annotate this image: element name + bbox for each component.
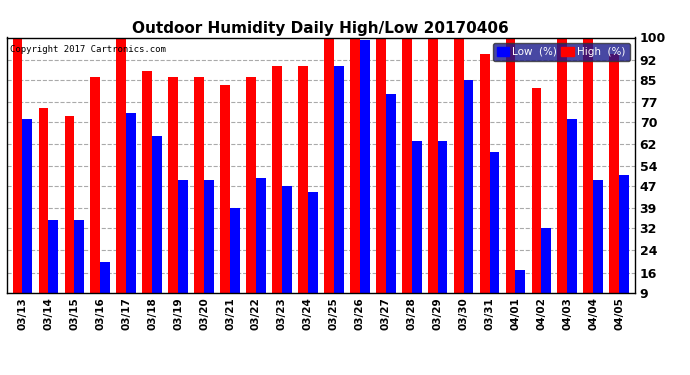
Bar: [230, 209, 240, 318]
Bar: [12, 38, 23, 318]
Bar: [194, 77, 204, 318]
Title: Outdoor Humidity Daily High/Low 20170406: Outdoor Humidity Daily High/Low 20170406: [132, 21, 509, 36]
Bar: [593, 180, 603, 318]
Bar: [100, 262, 110, 318]
Bar: [506, 38, 515, 318]
Bar: [402, 38, 412, 318]
Bar: [376, 38, 386, 318]
Bar: [220, 85, 230, 318]
Bar: [609, 54, 619, 318]
Bar: [454, 38, 464, 318]
Bar: [308, 192, 317, 318]
Bar: [412, 141, 422, 318]
Bar: [75, 220, 84, 318]
Bar: [126, 113, 136, 318]
Bar: [428, 38, 437, 318]
Bar: [117, 38, 126, 318]
Bar: [489, 152, 500, 318]
Bar: [48, 220, 58, 318]
Bar: [282, 186, 292, 318]
Bar: [386, 93, 395, 318]
Bar: [531, 88, 542, 318]
Text: Copyright 2017 Cartronics.com: Copyright 2017 Cartronics.com: [10, 45, 166, 54]
Bar: [298, 66, 308, 318]
Bar: [480, 54, 489, 318]
Bar: [178, 180, 188, 318]
Bar: [584, 38, 593, 318]
Bar: [542, 228, 551, 318]
Bar: [39, 108, 48, 318]
Bar: [272, 66, 282, 318]
Bar: [619, 175, 629, 318]
Bar: [90, 77, 100, 318]
Bar: [204, 180, 214, 318]
Bar: [168, 77, 178, 318]
Bar: [64, 116, 75, 318]
Bar: [256, 178, 266, 318]
Bar: [567, 119, 578, 318]
Bar: [23, 119, 32, 318]
Bar: [142, 71, 152, 318]
Bar: [558, 38, 567, 318]
Bar: [246, 77, 256, 318]
Bar: [515, 270, 525, 318]
Bar: [152, 136, 162, 318]
Bar: [350, 38, 359, 318]
Legend: Low  (%), High  (%): Low (%), High (%): [493, 43, 629, 61]
Bar: [437, 141, 448, 318]
Bar: [464, 80, 473, 318]
Bar: [334, 66, 344, 318]
Bar: [324, 38, 334, 318]
Bar: [359, 40, 370, 318]
